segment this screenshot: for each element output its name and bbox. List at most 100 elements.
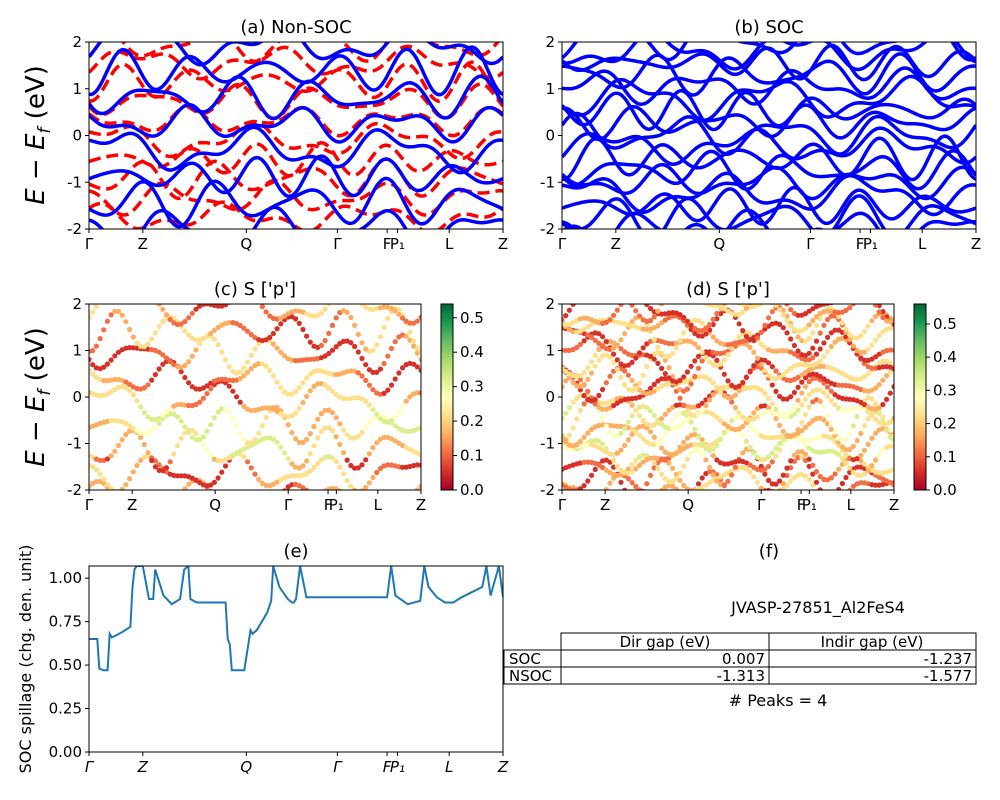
panel-b-xtick-label-3: Γ — [806, 235, 815, 253]
panel-d-point-10-17 — [622, 368, 628, 374]
panel-c-point-1-71 — [348, 483, 354, 489]
panel-c-points — [89, 304, 421, 490]
panel-c-point-6-66 — [329, 347, 336, 353]
panel-c-point-2-51 — [274, 439, 280, 445]
panel-d-point-5-24 — [647, 429, 654, 435]
panel-d-point-8-46 — [729, 399, 735, 405]
panel-d-point-7-34 — [684, 416, 691, 423]
panel-d-point-11-49 — [740, 379, 746, 386]
panel-d-point-6-28 — [662, 430, 668, 436]
panel-d-point-2-75 — [836, 486, 842, 490]
panel-c-ytick-label-4: 2 — [72, 295, 82, 313]
panel-d-point-10-71 — [821, 376, 827, 382]
panel-d-point-13-11 — [600, 334, 606, 340]
panel-d-point-3-32 — [677, 470, 683, 476]
panel-d-point-14-90 — [891, 325, 894, 331]
panel-d-point-6-36 — [692, 426, 698, 432]
panel-d-point-12-73 — [828, 344, 834, 350]
panel-c-point-4-12 — [130, 392, 136, 398]
panel-d-point-11-89 — [887, 360, 893, 366]
panel-c-point-6-27 — [186, 359, 192, 365]
panel-c-point-3-34 — [211, 415, 217, 421]
panel-d-point-17-26 — [655, 308, 661, 314]
panel-d-point-5-27 — [659, 445, 665, 451]
panel-e-frame — [88, 565, 504, 753]
panel-d-point-11-52 — [751, 363, 757, 369]
panel-c-point-7-2 — [93, 343, 99, 349]
panel-d-point-13-57 — [769, 348, 775, 354]
panel-d-point-13-48 — [736, 334, 742, 340]
panel-c-point-5-29 — [193, 386, 199, 392]
panel-d-point-0-58 — [773, 491, 778, 496]
panel-c-point-6-21 — [163, 355, 170, 361]
panel-c-point-2-32 — [204, 448, 210, 454]
panel-c-point-4-75 — [363, 398, 369, 404]
panel-d-point-5-81 — [858, 452, 864, 459]
panel-d-point-7-2 — [566, 432, 573, 438]
panel-d-point-4-20 — [633, 466, 639, 472]
gap-table-row-soc-dir: 0.007 — [722, 650, 765, 668]
panel-d-point-7-49 — [740, 423, 746, 430]
panel-d-point-3-55 — [762, 471, 768, 477]
panel-c-point-1-44 — [248, 465, 254, 471]
panel-d-point-4-41 — [710, 453, 716, 459]
band-a-5 — [89, 102, 503, 144]
panel-c-point-8-82 — [388, 305, 395, 311]
panel-c-point-1-46 — [256, 476, 262, 483]
panel-d-point-9-72 — [825, 384, 831, 390]
panel-c-point-6-5 — [104, 361, 110, 367]
panel-d-point-5-85 — [873, 430, 879, 436]
panel-d-point-12-56 — [766, 372, 772, 378]
panel-a-bands — [89, 42, 503, 274]
band-a-4 — [89, 125, 503, 175]
panel-d-point-14-64 — [795, 348, 801, 354]
panel-d-point-8-65 — [799, 402, 805, 408]
panel-d-point-1-56 — [766, 491, 771, 496]
panel-d-point-7-77 — [843, 436, 849, 442]
panel-c-point-4-82 — [388, 418, 395, 424]
panel-d-point-10-62 — [788, 394, 794, 400]
panel-c-point-7-8 — [115, 308, 122, 315]
panel-d-point-6-20 — [633, 429, 639, 435]
panel-c-point-5-81 — [385, 387, 391, 393]
panel-c-point-3-46 — [256, 430, 262, 436]
panel-d-point-6-26 — [655, 440, 661, 446]
panel-d-point-4-85 — [873, 457, 879, 463]
panel-c-point-4-57 — [296, 405, 302, 411]
panel-d-point-17-51 — [747, 304, 753, 306]
panel-c-point-4-56 — [293, 410, 299, 416]
panel-c-point-1-89 — [414, 462, 420, 468]
panel-c-point-5-11 — [127, 381, 133, 387]
band-a-0 — [89, 236, 503, 274]
panel-d-ytick-label-0: -2 — [540, 481, 555, 499]
panel-c-point-1-24 — [174, 473, 181, 479]
panel-d-point-10-70 — [817, 373, 823, 380]
panel-c-point-2-69 — [340, 450, 347, 456]
panel-c-point-8-19 — [156, 304, 162, 307]
panel-d-point-9-63 — [791, 404, 798, 410]
panel-d-point-8-22 — [640, 417, 646, 424]
panel-c-point-1-79 — [377, 465, 383, 472]
panel-c-point-8-64 — [322, 306, 328, 312]
panel-d-point-17-49 — [740, 309, 746, 315]
panel-a-xtick-label-0: Γ — [85, 235, 94, 253]
panel-c-point-6-67 — [333, 344, 339, 350]
panel-c-colorbar-label-2: 0.2 — [460, 412, 484, 430]
panel-d-point-2-8 — [588, 472, 595, 478]
panel-f-peaks: # Peaks = 4 — [729, 691, 828, 710]
panel-c-point-2-26 — [182, 430, 188, 436]
panel-d-point-7-85 — [873, 401, 879, 407]
panel-d-point-15-39 — [703, 331, 709, 337]
panel-d-point-4-83 — [865, 468, 871, 474]
panel-d-point-6-87 — [880, 414, 886, 420]
panel-d-point-2-77 — [843, 474, 849, 481]
band-a-nsoc-7 — [89, 60, 503, 104]
panel-c-point-5-52 — [278, 385, 284, 391]
panel-c-point-6-76 — [366, 367, 372, 373]
panel-d-point-4-33 — [681, 439, 687, 445]
panel-d-point-2-90 — [891, 482, 894, 488]
panel-c-point-3-26 — [182, 424, 188, 430]
band-b-16 — [562, 42, 976, 72]
panel-d-point-16-23 — [644, 304, 650, 307]
panel-d-point-3-11 — [600, 464, 606, 471]
